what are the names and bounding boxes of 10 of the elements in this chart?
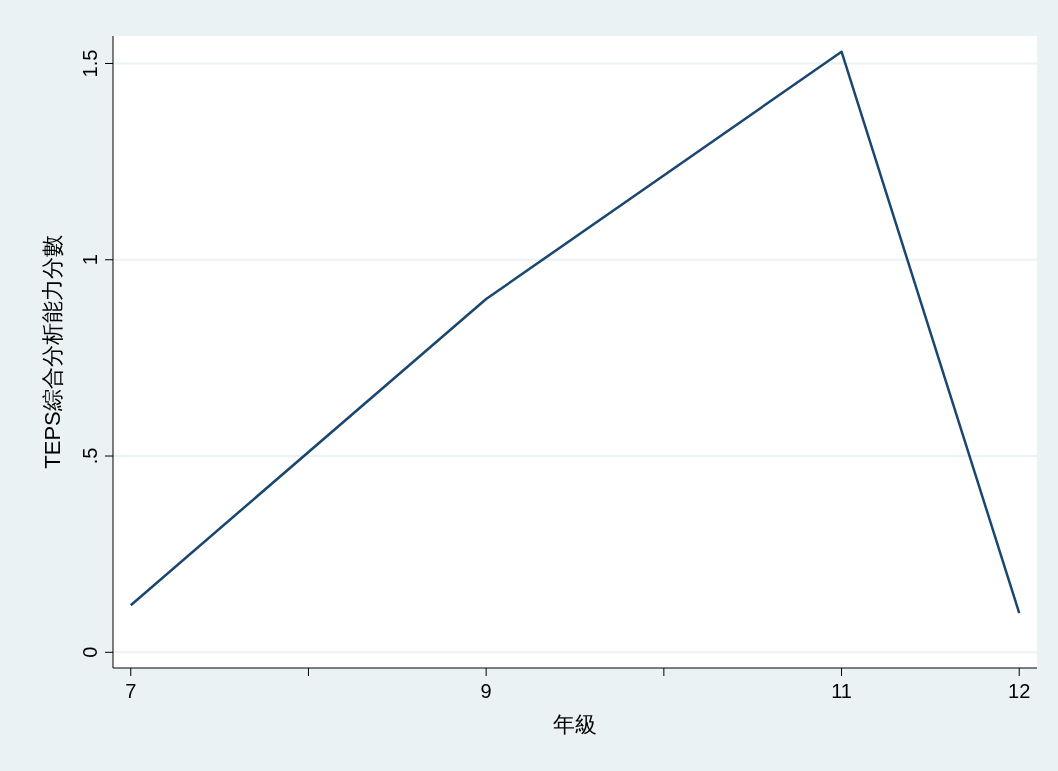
x-tick-label: 7 <box>125 680 137 702</box>
y-axis-title: TEPS綜合分析能力分數 <box>40 235 65 469</box>
y-tick-label: 1 <box>79 254 101 266</box>
x-tick-label: 11 <box>831 680 852 702</box>
y-tick-label: 1.5 <box>79 49 101 78</box>
x-tick-label: 9 <box>480 680 492 702</box>
x-tick-label: 12 <box>1008 680 1031 702</box>
y-tick-label: 0 <box>79 646 101 658</box>
y-tick-label: .5 <box>79 447 101 465</box>
x-axis-title: 年級 <box>553 712 597 737</box>
